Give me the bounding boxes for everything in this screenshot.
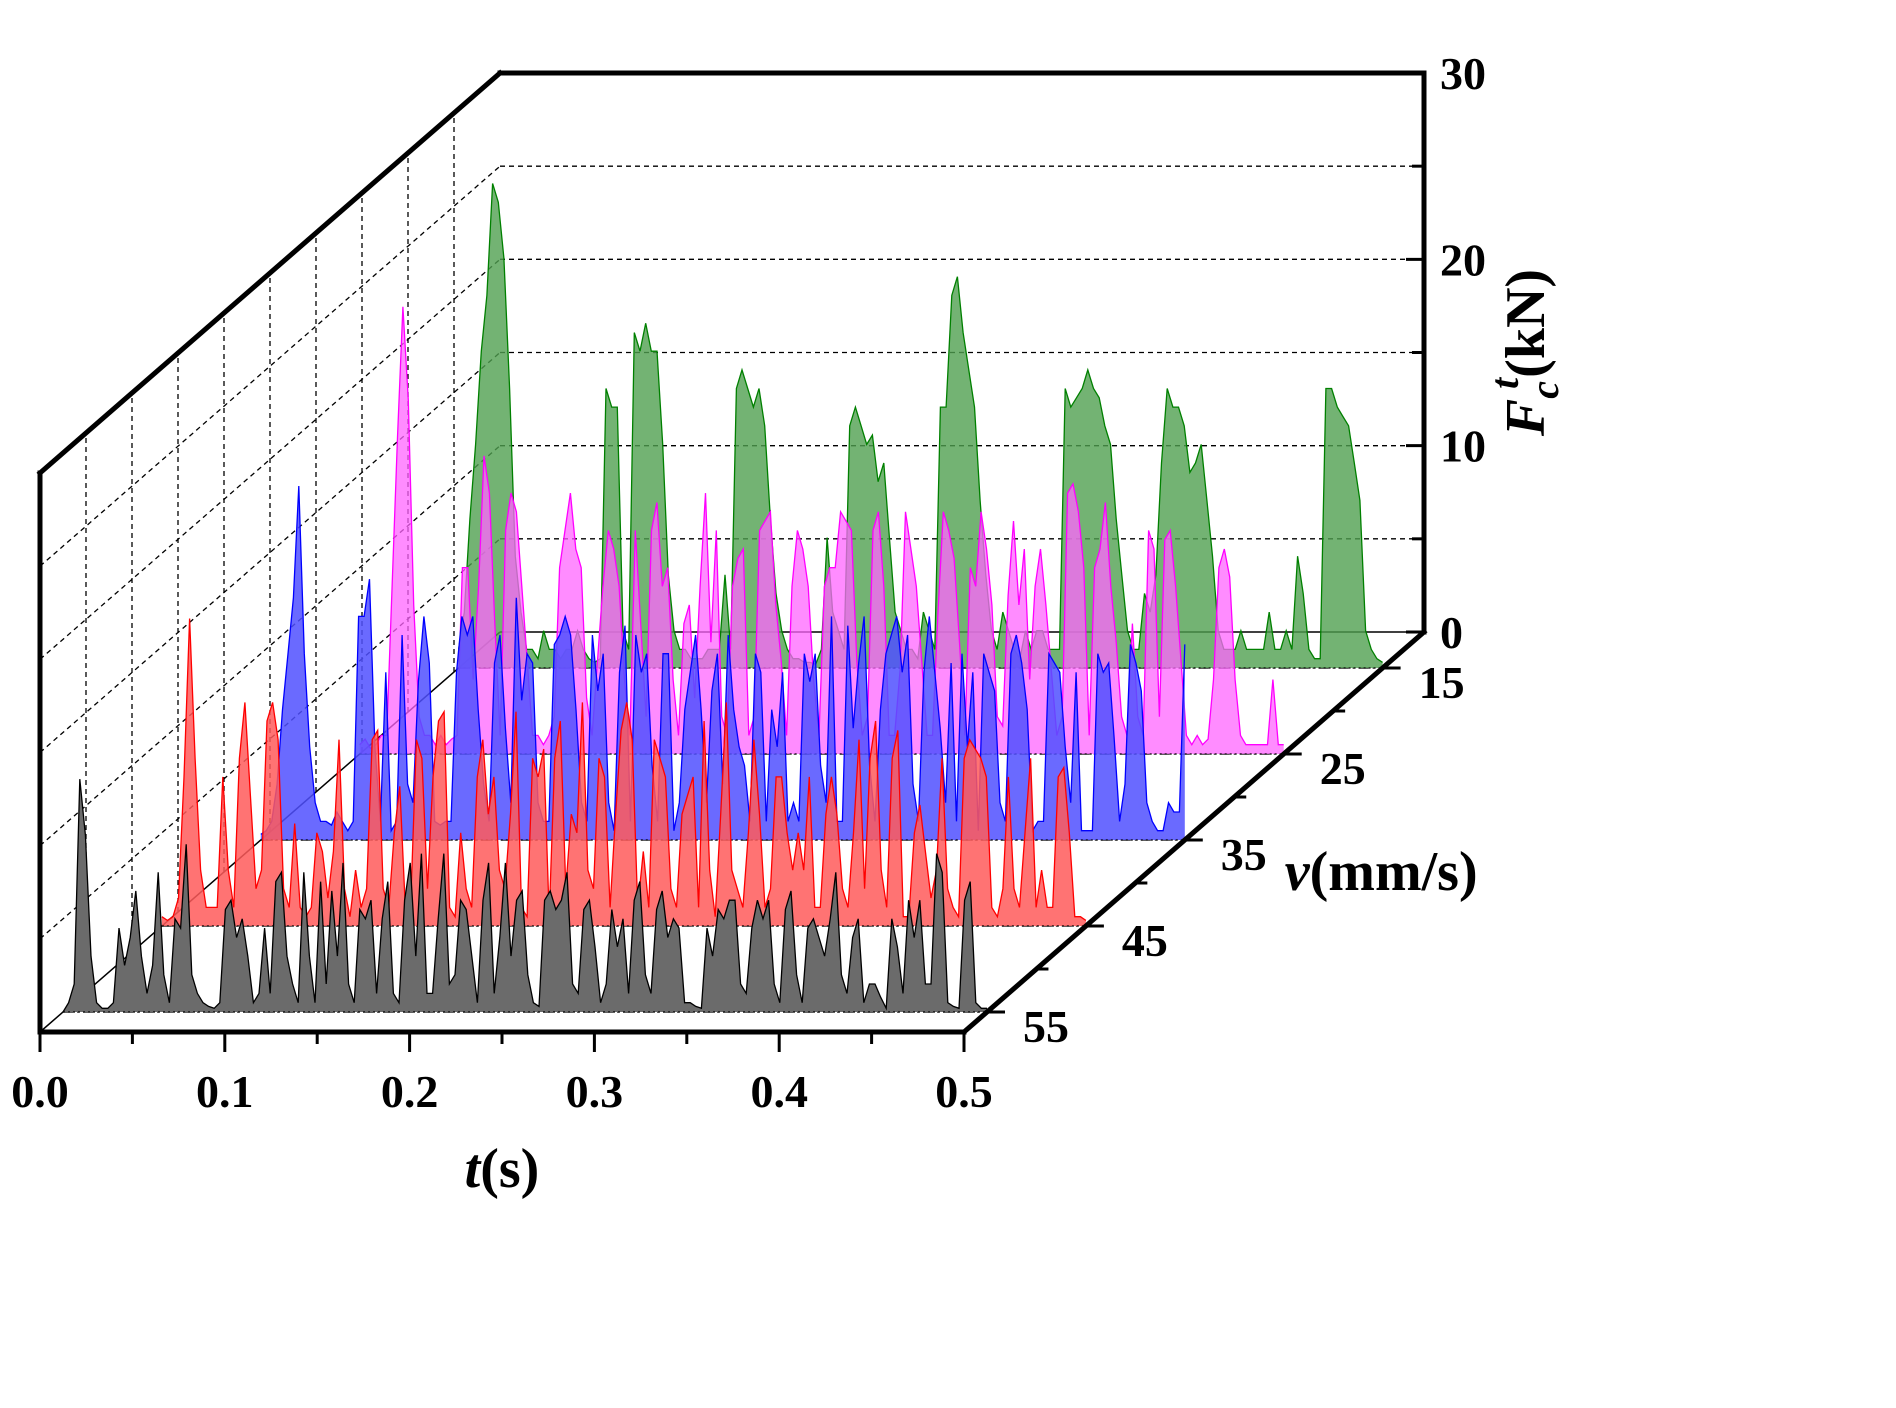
front-axes: [37, 628, 1428, 1052]
time-axis-tick-labels: 0.0 0.1 0.2 0.3 0.4 0.5: [11, 1066, 993, 1117]
series-areas: [62, 183, 1383, 1013]
time-axis-variable: t: [465, 1138, 482, 1200]
force-axis-title: Fct(kN): [1482, 269, 1567, 437]
speed-axis-variable: v: [1285, 841, 1311, 903]
left-wall-gridline: [39, 258, 501, 660]
speed-axis-line: [960, 628, 1428, 1036]
force-tick-label: 20: [1440, 234, 1486, 285]
series-55: [62, 779, 987, 1013]
time-axis-title: t(s): [465, 1138, 540, 1200]
speed-tick-label: 25: [1320, 743, 1366, 794]
left-wall-gridline: [39, 165, 501, 567]
speed-tick-label: 55: [1023, 1001, 1069, 1052]
time-tick-label: 0.2: [381, 1066, 439, 1117]
force-tick-label: 30: [1440, 48, 1486, 99]
force-tick-label: 0: [1440, 607, 1463, 658]
time-tick-label: 0.1: [196, 1066, 254, 1117]
left-wall-gridline: [39, 445, 501, 847]
series-line: [457, 183, 1383, 666]
left-wall-gridline: [39, 352, 501, 753]
speed-axis-tick-labels: 15 25 35 45 55: [1023, 657, 1465, 1052]
series-line: [161, 618, 1087, 922]
series-line: [62, 779, 987, 1013]
time-axis-unit: (s): [480, 1138, 539, 1200]
force-tick-label: 10: [1440, 421, 1486, 472]
force-axis-unit: (kN): [1495, 269, 1557, 378]
series-area: [63, 779, 987, 1012]
time-tick-label: 0.4: [750, 1066, 808, 1117]
left-wall-gridline: [39, 538, 501, 940]
series-area: [161, 618, 1086, 926]
speed-axis-unit: (mm/s): [1310, 841, 1478, 903]
force-axis-superscript: t: [1482, 376, 1527, 389]
series-15: [457, 183, 1383, 669]
speed-tick-label: 35: [1221, 829, 1267, 880]
force-axis-subscript: c: [1522, 381, 1567, 399]
speed-tick-label: 45: [1122, 915, 1168, 966]
speed-axis-title: v(mm/s): [1285, 841, 1478, 903]
speed-tick-label: 15: [1419, 657, 1465, 708]
series-area: [458, 183, 1383, 668]
top-left-edge: [36, 69, 504, 477]
time-tick-label: 0.5: [935, 1066, 993, 1117]
force-axis-tick-labels: 0 10 20 30: [1440, 48, 1486, 658]
time-tick-label: 0.3: [566, 1066, 624, 1117]
time-tick-label: 0.0: [11, 1066, 69, 1117]
force-axis-variable: F: [1495, 399, 1557, 437]
